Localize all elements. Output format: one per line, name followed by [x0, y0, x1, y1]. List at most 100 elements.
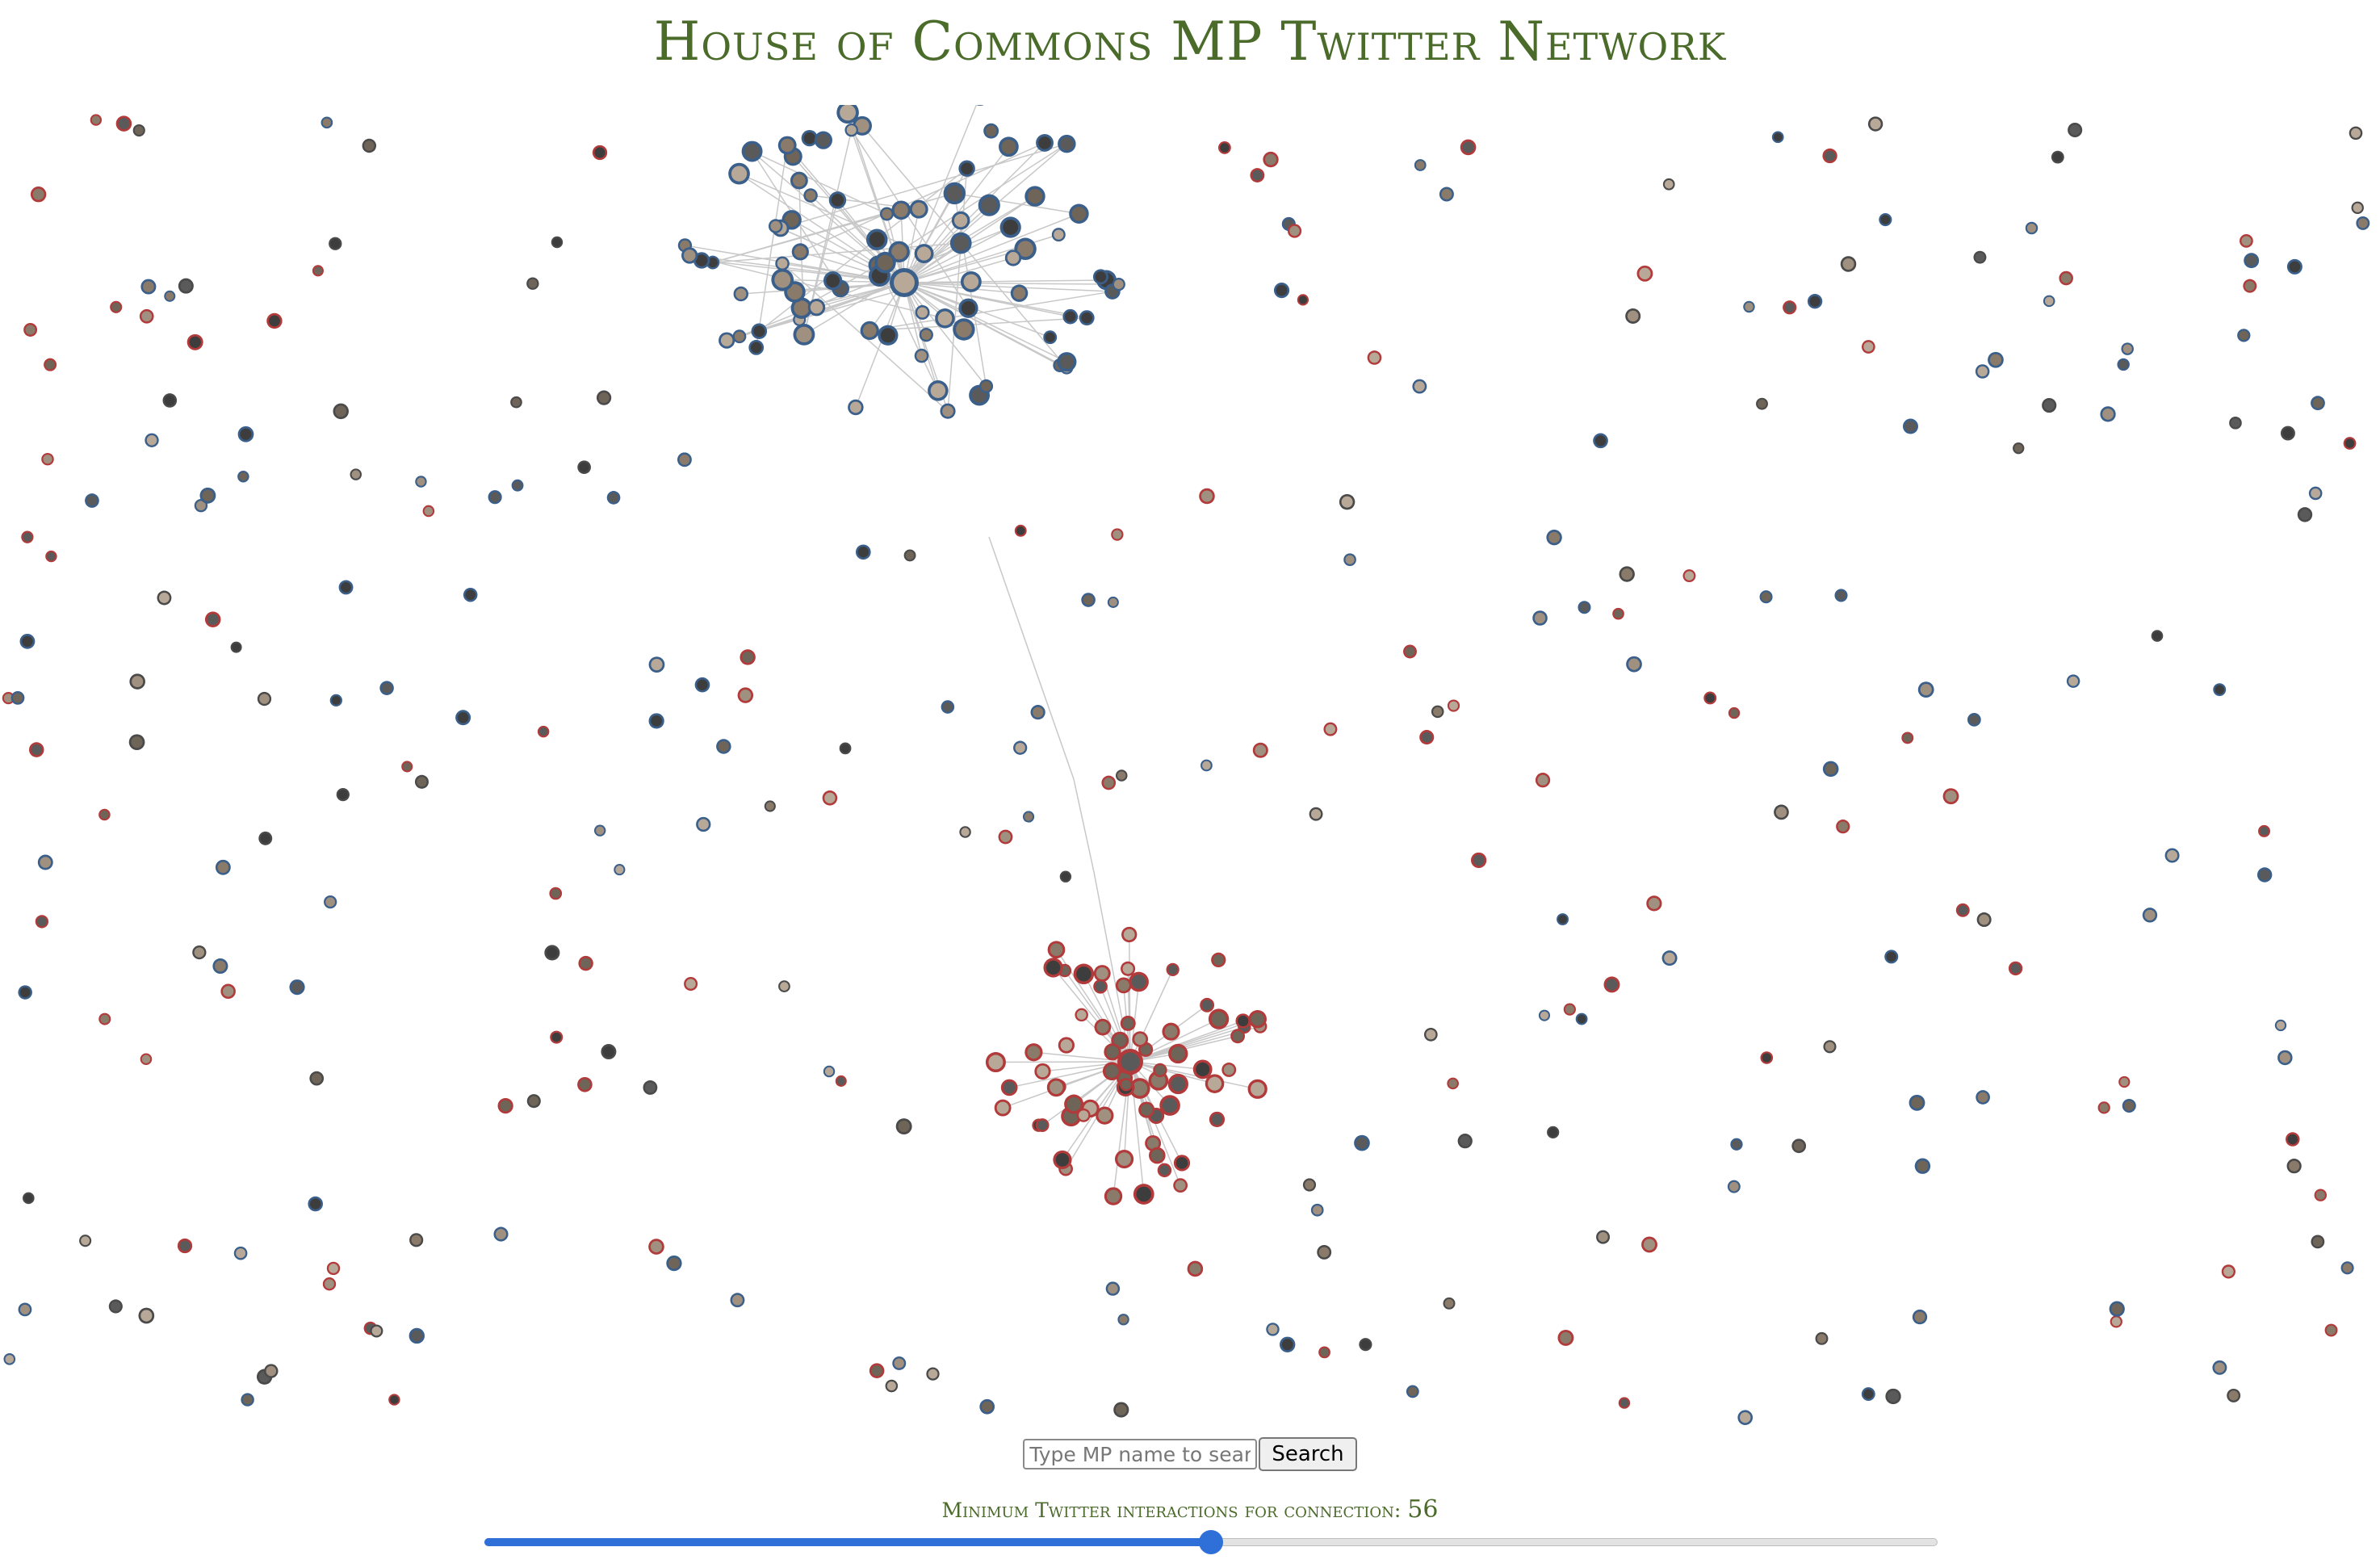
mp-node[interactable] — [1403, 644, 1417, 659]
mp-node[interactable] — [1093, 965, 1111, 983]
mp-node[interactable] — [1443, 1297, 1456, 1310]
mp-node[interactable] — [1000, 1079, 1018, 1096]
mp-node[interactable] — [1079, 310, 1095, 326]
mp-node[interactable] — [98, 808, 111, 821]
mp-node[interactable] — [1412, 379, 1427, 394]
mp-node[interactable] — [1359, 1338, 1372, 1352]
mp-node[interactable] — [959, 826, 971, 838]
mp-node[interactable] — [2117, 358, 2130, 371]
mp-node[interactable] — [129, 673, 145, 690]
mp-node[interactable] — [836, 105, 859, 124]
mp-node[interactable] — [37, 854, 53, 870]
mp-node[interactable] — [999, 216, 1021, 238]
mp-node[interactable] — [258, 831, 273, 845]
mp-node[interactable] — [1771, 131, 1784, 144]
mp-node[interactable] — [648, 713, 664, 729]
mp-node[interactable] — [648, 1239, 664, 1255]
mp-node[interactable] — [2324, 1323, 2338, 1337]
mp-node[interactable] — [2308, 486, 2323, 501]
mp-node[interactable] — [1117, 1314, 1129, 1326]
mp-node[interactable] — [1317, 1244, 1332, 1260]
mp-node[interactable] — [1113, 1402, 1129, 1418]
mp-node[interactable] — [21, 530, 34, 543]
mp-node[interactable] — [237, 426, 254, 442]
mp-node[interactable] — [1148, 1147, 1166, 1164]
mp-node[interactable] — [1914, 1158, 1931, 1174]
mp-node[interactable] — [1743, 300, 1755, 313]
mp-node[interactable] — [1546, 529, 1562, 546]
mp-node[interactable] — [1096, 1106, 1114, 1125]
mp-node[interactable] — [1912, 1309, 1928, 1325]
mp-node[interactable] — [751, 323, 768, 340]
mp-node[interactable] — [748, 340, 765, 355]
mp-node[interactable] — [596, 390, 612, 405]
mp-node[interactable] — [1310, 1203, 1324, 1217]
mp-node[interactable] — [1043, 958, 1063, 978]
mp-node[interactable] — [1167, 1073, 1188, 1095]
mp-node[interactable] — [2221, 1264, 2235, 1279]
mp-node[interactable] — [1975, 364, 1990, 379]
mp-node[interactable] — [212, 958, 228, 975]
mp-node[interactable] — [2343, 437, 2357, 450]
mp-node[interactable] — [823, 1065, 836, 1078]
mp-node[interactable] — [1727, 1180, 1741, 1193]
mp-node[interactable] — [98, 1012, 111, 1025]
mp-node[interactable] — [860, 321, 879, 341]
mp-node[interactable] — [1107, 596, 1119, 608]
mp-node[interactable] — [1057, 352, 1077, 372]
mp-node[interactable] — [1051, 228, 1066, 242]
mp-node[interactable] — [1596, 1230, 1611, 1244]
mp-node[interactable] — [1119, 1078, 1133, 1092]
mp-node[interactable] — [823, 270, 843, 291]
mp-node[interactable] — [510, 396, 522, 409]
mp-node[interactable] — [1955, 903, 1970, 917]
mp-node[interactable] — [1625, 308, 1641, 324]
mp-node[interactable] — [1034, 1063, 1051, 1080]
mp-node[interactable] — [1129, 971, 1149, 992]
mp-node[interactable] — [1593, 433, 1608, 449]
mp-node[interactable] — [1114, 1149, 1134, 1169]
mp-node[interactable] — [1192, 1059, 1213, 1080]
mp-node[interactable] — [18, 985, 32, 1000]
mp-node[interactable] — [1153, 1063, 1167, 1078]
mp-node[interactable] — [90, 114, 103, 126]
mp-node[interactable] — [2227, 1388, 2241, 1402]
mp-node[interactable] — [1988, 351, 2004, 368]
mp-node[interactable] — [1626, 656, 1642, 673]
mp-node[interactable] — [2229, 417, 2242, 430]
mp-node[interactable] — [257, 691, 272, 706]
mp-node[interactable] — [1129, 1078, 1150, 1099]
network-graph[interactable] — [0, 105, 2380, 1429]
mp-node[interactable] — [879, 207, 894, 221]
mp-node[interactable] — [157, 590, 172, 606]
mp-node[interactable] — [1266, 1323, 1280, 1336]
mp-node[interactable] — [220, 983, 236, 1000]
mp-node[interactable] — [324, 895, 337, 909]
mp-node[interactable] — [915, 304, 930, 320]
mp-node[interactable] — [1159, 1095, 1180, 1116]
mp-node[interactable] — [1575, 1012, 1588, 1025]
mp-node[interactable] — [2122, 1098, 2136, 1113]
mp-node[interactable] — [2240, 233, 2253, 248]
mp-node[interactable] — [716, 739, 731, 754]
mp-node[interactable] — [2274, 1019, 2287, 1032]
mp-node[interactable] — [1840, 256, 1857, 272]
mp-node[interactable] — [1431, 705, 1444, 719]
mp-node[interactable] — [951, 211, 970, 230]
mp-node[interactable] — [1728, 706, 1741, 719]
mp-node[interactable] — [737, 687, 754, 703]
mp-node[interactable] — [740, 649, 756, 665]
mp-node[interactable] — [970, 105, 991, 106]
mp-node[interactable] — [526, 277, 539, 290]
mp-node[interactable] — [1423, 1027, 1438, 1042]
mp-node[interactable] — [1092, 269, 1108, 285]
mp-node[interactable] — [979, 1398, 995, 1415]
mp-node[interactable] — [177, 1238, 193, 1254]
mp-node[interactable] — [909, 199, 928, 219]
mp-node[interactable] — [1976, 1090, 1990, 1105]
mp-node[interactable] — [1111, 528, 1124, 541]
mp-node[interactable] — [215, 859, 231, 875]
mp-node[interactable] — [1822, 148, 1837, 164]
mp-node[interactable] — [1132, 1031, 1149, 1047]
mp-node[interactable] — [1252, 742, 1268, 758]
